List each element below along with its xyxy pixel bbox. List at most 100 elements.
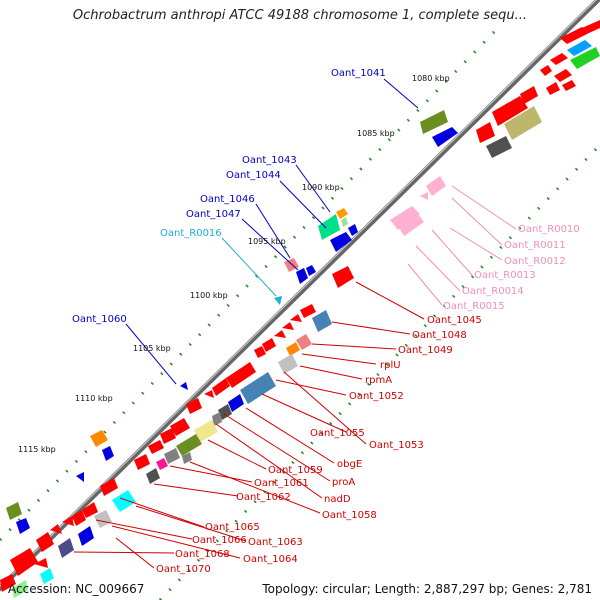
label-oant-1049[interactable]: Oant_1049 xyxy=(398,345,453,356)
label-oant-r0015[interactable]: Oant_R0015 xyxy=(443,301,505,312)
gene-arrow[interactable] xyxy=(134,454,150,470)
gene-oant-1064[interactable] xyxy=(94,510,112,528)
label-oant-1055[interactable]: Oant_1055 xyxy=(310,428,365,439)
label-oant-1060[interactable]: Oant_1060 xyxy=(72,314,127,325)
gene-arrow[interactable] xyxy=(6,502,22,520)
gene-arrow[interactable] xyxy=(306,265,316,276)
gene-arrow[interactable] xyxy=(274,330,286,338)
label-oant-1045[interactable]: Oant_1045 xyxy=(427,315,482,326)
gene-arrow[interactable] xyxy=(180,382,188,390)
label-oant-1052[interactable]: Oant_1052 xyxy=(349,391,404,402)
label-oant-r0013[interactable]: Oant_R0013 xyxy=(474,270,536,281)
label-rplu[interactable]: rplU xyxy=(380,360,401,371)
label-oant-1058[interactable]: Oant_1058 xyxy=(322,510,377,521)
gene-arrow[interactable] xyxy=(12,580,28,598)
gene-oant-1043[interactable] xyxy=(318,214,340,240)
gene-oant-1049[interactable] xyxy=(296,334,312,350)
label-oant-1047[interactable]: Oant_1047 xyxy=(186,209,241,220)
gene-arrow[interactable] xyxy=(50,524,62,534)
gene-oant-r0012[interactable] xyxy=(398,214,424,236)
gene-oant-r0013[interactable] xyxy=(404,208,414,216)
gene-oant-1070[interactable] xyxy=(10,548,38,576)
gene-oant-1062[interactable] xyxy=(146,468,160,484)
gene-arrow[interactable] xyxy=(160,428,176,444)
gene-arrow[interactable] xyxy=(0,574,16,592)
label-oant-1063[interactable]: Oant_1063 xyxy=(248,537,303,548)
label-oant-r0011[interactable]: Oant_R0011 xyxy=(504,240,566,251)
gene-rpma[interactable] xyxy=(278,354,298,374)
gene-oant-1047[interactable] xyxy=(296,268,308,284)
gene-arrow[interactable] xyxy=(560,27,589,44)
label-nadd[interactable]: nadD xyxy=(324,494,351,505)
label-oant-1065[interactable]: Oant_1065 xyxy=(205,522,260,533)
gene-arrow[interactable] xyxy=(567,40,592,56)
gene-arrow[interactable] xyxy=(100,478,118,496)
gene-arrow[interactable] xyxy=(476,122,495,143)
gene-oant-1063[interactable] xyxy=(112,490,136,512)
gene-arrow[interactable] xyxy=(550,53,568,65)
gene-arrow[interactable] xyxy=(492,96,528,126)
gene-arrow[interactable] xyxy=(36,532,54,552)
label-oant-1041[interactable]: Oant_1041 xyxy=(331,68,386,79)
label-proa[interactable]: proA xyxy=(332,477,355,488)
gene-oant-1059[interactable] xyxy=(176,434,202,456)
label-oant-r0012[interactable]: Oant_R0012 xyxy=(504,256,566,267)
gene-arrow[interactable] xyxy=(102,446,114,461)
gene-arrow[interactable] xyxy=(282,322,294,330)
gene-oant-1046[interactable] xyxy=(284,258,299,272)
gene-arrow[interactable] xyxy=(336,208,348,219)
gene-oant-1048[interactable] xyxy=(312,310,332,332)
gene-oant-1055[interactable] xyxy=(218,404,232,420)
gene-oant-1061[interactable] xyxy=(164,448,180,464)
gene-arrow[interactable] xyxy=(226,362,256,388)
gene-arrow[interactable] xyxy=(300,304,316,318)
gene-arrow[interactable] xyxy=(212,412,222,426)
gene-arrow[interactable] xyxy=(62,516,74,526)
gene-rplu[interactable] xyxy=(286,342,300,356)
gene-arrow[interactable] xyxy=(504,106,542,140)
gene-arrow[interactable] xyxy=(254,346,266,358)
label-oant-1062[interactable]: Oant_1062 xyxy=(236,492,291,503)
gene-arrow[interactable] xyxy=(212,378,230,396)
gene-oant-r0016[interactable] xyxy=(274,296,282,305)
gene-oant-1068[interactable] xyxy=(58,538,74,558)
gene-arrow[interactable] xyxy=(186,398,202,414)
label-rpma[interactable]: rpmA xyxy=(365,375,392,386)
label-oant-1053[interactable]: Oant_1053 xyxy=(369,440,424,451)
label-oant-1068[interactable]: Oant_1068 xyxy=(175,549,230,560)
gene-arrow[interactable] xyxy=(520,86,538,104)
label-oant-1064[interactable]: Oant_1064 xyxy=(243,554,298,565)
gene-nadd[interactable] xyxy=(156,458,168,470)
gene-arrow[interactable] xyxy=(40,568,54,584)
gene-oant-1066[interactable] xyxy=(78,526,94,546)
label-oant-1066[interactable]: Oant_1066 xyxy=(192,535,247,546)
gene-arrow[interactable] xyxy=(290,314,302,322)
label-oant-1048[interactable]: Oant_1048 xyxy=(412,330,467,341)
label-oant-r0016[interactable]: Oant_R0016 xyxy=(160,228,222,239)
gene-oant-1045[interactable] xyxy=(332,266,354,288)
gene-arrow[interactable] xyxy=(204,390,214,398)
gene-obge[interactable] xyxy=(228,394,244,412)
gene-oant-r0014[interactable] xyxy=(420,192,428,200)
gene-arrow[interactable] xyxy=(486,136,512,158)
gene-arrow[interactable] xyxy=(540,65,552,76)
gene-oant-1052[interactable] xyxy=(240,372,276,404)
gene-arrow[interactable] xyxy=(341,217,348,227)
gene-oant-1044[interactable] xyxy=(330,232,352,252)
gene-oant-1041[interactable] xyxy=(420,110,448,134)
gene-arrow[interactable] xyxy=(72,510,86,526)
label-oant-r0010[interactable]: Oant_R0010 xyxy=(518,224,580,235)
gene-oant-1065[interactable] xyxy=(82,502,98,518)
label-oant-1044[interactable]: Oant_1044 xyxy=(226,170,281,181)
gene-arrow[interactable] xyxy=(432,127,458,147)
gene-proa[interactable] xyxy=(194,420,218,442)
label-obge[interactable]: obgE xyxy=(337,459,362,470)
gene-arrow[interactable] xyxy=(546,82,560,95)
gene-arrow[interactable] xyxy=(34,558,48,568)
gene-arrow[interactable] xyxy=(16,518,30,534)
gene-arrow[interactable] xyxy=(562,80,576,91)
label-oant-r0014[interactable]: Oant_R0014 xyxy=(462,286,524,297)
gene-arrow[interactable] xyxy=(76,472,84,482)
label-oant-1043[interactable]: Oant_1043 xyxy=(242,155,297,166)
gene-arrow[interactable] xyxy=(262,338,276,352)
